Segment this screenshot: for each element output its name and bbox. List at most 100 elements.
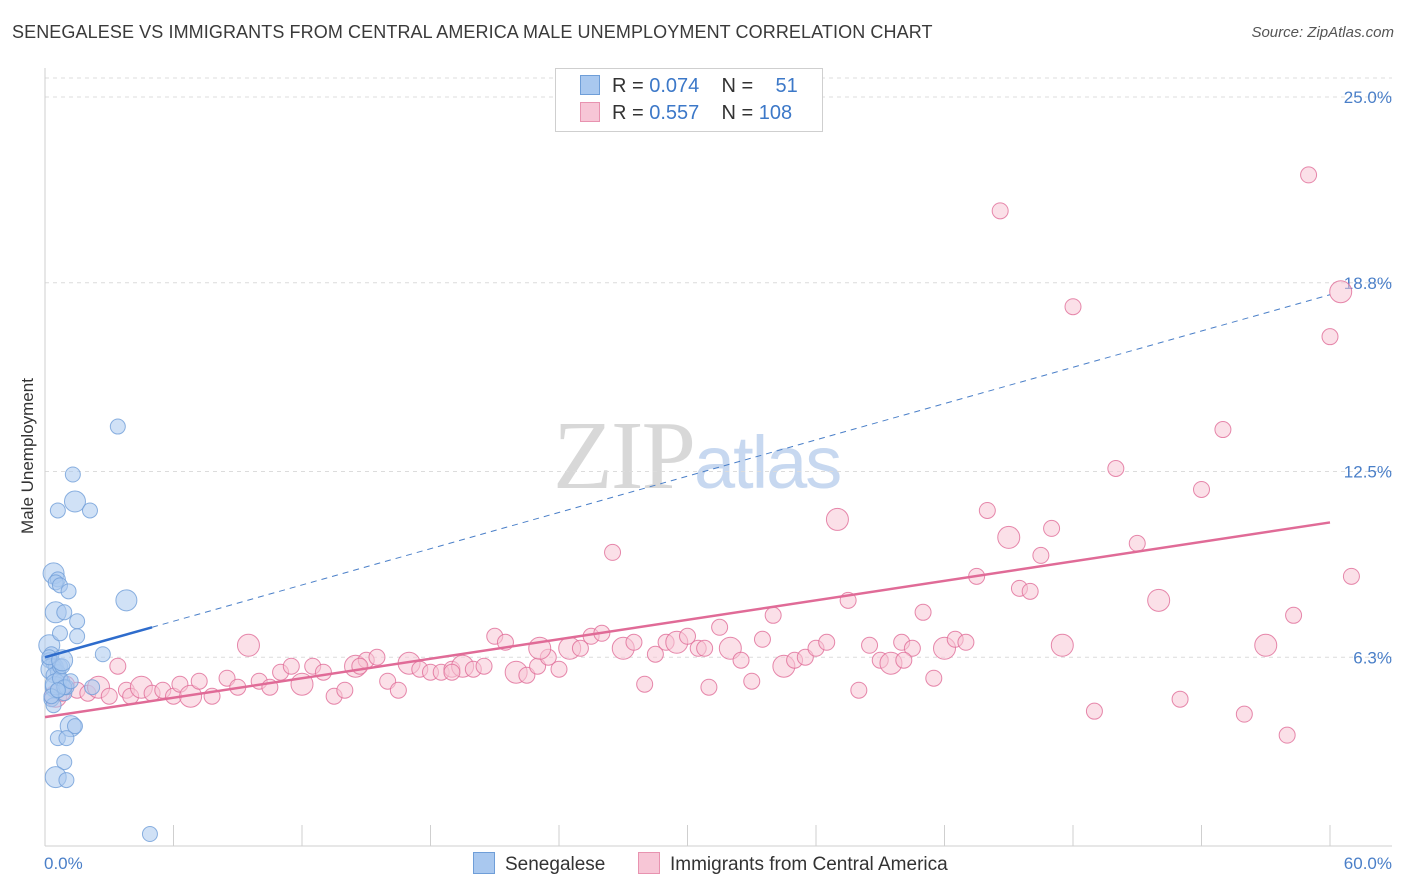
central-america-point-54 — [604, 543, 622, 561]
central-america-point-110 — [1329, 280, 1353, 304]
central-america-point-83 — [914, 603, 932, 621]
legend-r-value-senegalese: 0.074 — [649, 75, 700, 97]
watermark-atlas: atlas — [694, 421, 842, 504]
legend-r-value-central-america: 0.557 — [649, 102, 700, 124]
central-america-point-66 — [732, 651, 750, 669]
central-america-point-104 — [1235, 705, 1253, 723]
central-america-point-58 — [646, 645, 664, 663]
senegalese-point-29 — [60, 583, 77, 600]
trend-lines — [44, 294, 1331, 719]
senegalese-point-49 — [49, 682, 66, 699]
x-axis-ticks — [44, 825, 1331, 846]
central-america-point-20 — [236, 633, 260, 657]
senegalese-trend-solid — [44, 626, 153, 659]
senegalese-trend-dashed — [151, 294, 1331, 628]
central-america-point-116 — [696, 639, 714, 657]
central-america-point-101 — [1171, 690, 1189, 708]
bottom-legend-swatch-central-america — [638, 852, 660, 874]
central-america-point-63 — [700, 678, 718, 696]
y-tick-label-1: 12.5% — [1344, 463, 1392, 482]
senegalese-point-47 — [141, 826, 158, 843]
central-america-point-69 — [764, 606, 782, 624]
senegalese-point-35 — [115, 589, 138, 612]
central-america-point-78 — [861, 636, 879, 654]
central-america-point-67 — [743, 672, 761, 690]
central-america-point-87 — [957, 633, 975, 651]
central-america-point-108 — [1300, 166, 1318, 184]
central-america-point-34 — [389, 681, 407, 699]
central-america-point-93 — [1032, 546, 1050, 564]
senegalese-point-43 — [58, 730, 75, 747]
central-america-point-61 — [679, 627, 696, 645]
central-america-point-99 — [1128, 534, 1146, 552]
bottom-legend-central-america: Immigrants from Central America — [638, 852, 948, 876]
senegalese-point-37 — [84, 679, 101, 696]
senegalese-point-31 — [81, 502, 98, 519]
central-america-point-57 — [636, 675, 654, 693]
central-america-point-29 — [336, 681, 354, 699]
legend-r-label: R = — [612, 75, 644, 97]
bottom-legend-label-senegalese: Senegalese — [505, 854, 606, 875]
series-senegalese-points — [38, 418, 158, 843]
central-america-point-51 — [571, 639, 589, 657]
grid-lines — [45, 77, 1392, 658]
central-america-point-111 — [1342, 567, 1360, 585]
central-america-point-77 — [850, 681, 868, 699]
senegalese-point-23 — [51, 625, 68, 642]
correlation-legend: R = 0.074 N = 51 R = 0.557 N = 108 — [555, 68, 823, 132]
central-america-point-27 — [314, 663, 332, 681]
series-central-america-points — [44, 166, 1360, 744]
senegalese-point-24 — [69, 628, 86, 645]
central-america-point-107 — [1285, 606, 1303, 624]
central-america-point-106 — [1278, 726, 1296, 744]
central-america-point-90 — [997, 525, 1021, 549]
central-america-point-114 — [443, 663, 461, 681]
central-america-point-96 — [1064, 298, 1082, 316]
y-axis-label: Male Unemployment — [18, 378, 37, 534]
y-tick-label-3: 25.0% — [1344, 88, 1392, 107]
central-america-point-94 — [1043, 519, 1061, 537]
senegalese-point-21 — [56, 604, 73, 621]
central-america-point-98 — [1107, 460, 1125, 478]
central-america-point-49 — [550, 660, 568, 678]
central-america-point-113 — [351, 657, 369, 675]
central-america-point-95 — [1050, 633, 1074, 657]
central-america-point-24 — [282, 657, 300, 675]
central-america-point-6 — [100, 687, 118, 705]
central-america-point-89 — [978, 501, 996, 519]
legend-n-label: N = — [721, 102, 754, 124]
senegalese-point-36 — [94, 646, 111, 663]
axes — [44, 68, 1392, 847]
x-tick-label-max: 60.0% — [1344, 854, 1392, 873]
central-america-point-32 — [368, 648, 386, 666]
legend-n-value-senegalese: 51 — [775, 75, 798, 97]
central-america-point-109 — [1321, 328, 1339, 346]
senegalese-point-39 — [62, 673, 79, 690]
central-america-point-97 — [1085, 702, 1103, 720]
senegalese-point-30 — [63, 490, 86, 513]
central-america-point-7 — [109, 657, 127, 675]
central-america-point-82 — [903, 639, 921, 657]
central-america-point-68 — [753, 630, 771, 648]
central-america-point-112 — [991, 202, 1009, 220]
senegalese-point-41 — [66, 718, 83, 735]
senegalese-point-22 — [69, 613, 86, 630]
legend-swatch-central-america — [580, 102, 600, 122]
legend-row-senegalese: R = 0.074 N = 51 — [580, 75, 798, 99]
senegalese-point-46 — [58, 772, 75, 789]
central-america-point-105 — [1254, 633, 1278, 657]
central-america-point-103 — [1214, 421, 1232, 439]
legend-n-label: N = — [721, 75, 754, 97]
central-america-point-84 — [925, 669, 943, 687]
senegalese-point-34 — [109, 418, 126, 435]
central-america-trend — [44, 521, 1331, 719]
central-america-point-102 — [1193, 480, 1210, 498]
y-tick-label-2: 18.8% — [1344, 274, 1392, 293]
legend-n-value-central-america: 108 — [758, 102, 793, 124]
bottom-legend-swatch-senegalese — [473, 852, 495, 874]
source-credit: Source: ZipAtlas.com — [1251, 24, 1394, 41]
central-america-point-92 — [1021, 582, 1039, 600]
central-america-point-16 — [190, 672, 208, 690]
senegalese-point-32 — [49, 502, 66, 519]
legend-swatch-senegalese — [580, 75, 600, 95]
